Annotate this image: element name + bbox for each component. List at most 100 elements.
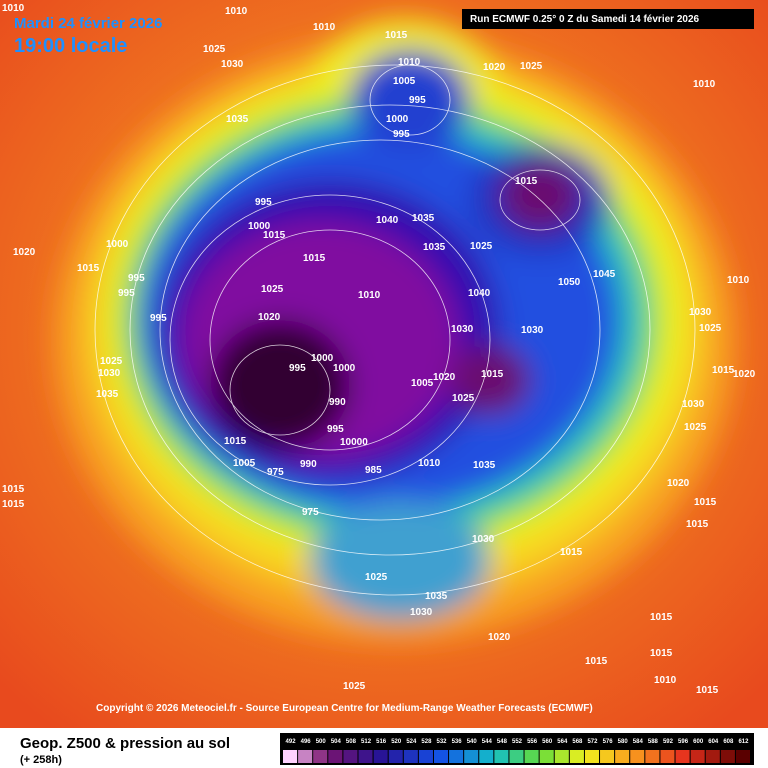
legend-swatch (449, 750, 464, 763)
pressure-label: 1045 (593, 269, 616, 280)
legend-label: 504 (331, 739, 342, 745)
copyright: Copyright © 2026 Meteociel.fr - Source E… (96, 703, 593, 714)
legend-label: 580 (618, 739, 629, 745)
pressure-label: 995 (393, 129, 410, 140)
pressure-label: 1005 (411, 378, 434, 389)
legend-swatch (464, 750, 479, 763)
pressure-label: 1015 (2, 484, 25, 495)
pressure-label: 1030 (451, 324, 474, 335)
pressure-label: 975 (302, 507, 319, 518)
legend-swatch (509, 750, 524, 763)
legend-swatch (494, 750, 509, 763)
legend-swatch (675, 750, 690, 763)
legend-label: 612 (738, 739, 749, 745)
pressure-label: 1010 (313, 22, 336, 33)
pressure-label: 1015 (585, 656, 608, 667)
legend-label: 548 (497, 739, 508, 745)
pressure-label: 995 (118, 288, 135, 299)
legend-label: 556 (527, 739, 538, 745)
legend-label: 592 (663, 739, 674, 745)
pressure-label: 1015 (2, 499, 25, 510)
legend-swatch (388, 750, 403, 763)
legend-label: 608 (723, 739, 734, 745)
pressure-label: 1035 (96, 389, 119, 400)
legend-swatch (373, 750, 388, 763)
legend-swatch (313, 750, 328, 763)
pressure-label: 1015 (481, 369, 504, 380)
isohypses (94, 64, 696, 596)
pressure-label: 1015 (712, 365, 735, 376)
pressure-label: 1035 (473, 460, 496, 471)
legend-swatch (660, 750, 675, 763)
pressure-label: 1035 (423, 242, 446, 253)
pressure-label: 1000 (386, 114, 409, 125)
pressure-label: 1010 (654, 675, 677, 686)
pressure-label: 1025 (100, 356, 123, 367)
legend-swatch (690, 750, 705, 763)
legend-swatch (358, 750, 373, 763)
legend-swatch (298, 750, 313, 763)
pressure-label: 1020 (433, 372, 456, 383)
pressure-label: 1040 (468, 288, 491, 299)
pressure-label: 1030 (521, 325, 544, 336)
pressure-label: 1020 (488, 632, 511, 643)
pressure-label: 1005 (233, 458, 256, 469)
pressure-label: 1010 (418, 458, 441, 469)
pressure-label: 1035 (226, 114, 249, 125)
legend-label: 540 (467, 739, 478, 745)
pressure-label: 1030 (221, 59, 244, 70)
run-box (462, 9, 754, 29)
legend-label: 572 (587, 739, 598, 745)
legend-label: 520 (391, 739, 402, 745)
pressure-label: 1030 (472, 534, 495, 545)
legend-label: 544 (482, 739, 493, 745)
legend-label: 576 (603, 739, 614, 745)
pressure-label: 1015 (303, 253, 326, 264)
legend-label: 604 (708, 739, 719, 745)
legend-swatch (615, 750, 630, 763)
pressure-label: 1015 (650, 612, 673, 623)
footer-lead: (+ 258h) (20, 754, 62, 766)
pressure-label: 1025 (452, 393, 475, 404)
legend-label: 500 (316, 739, 327, 745)
pressure-label: 975 (267, 467, 284, 478)
legend-swatch (524, 750, 539, 763)
legend-label: 584 (633, 739, 644, 745)
pressure-label: 1020 (483, 62, 506, 73)
pressure-label: 1000 (106, 239, 129, 250)
legend-label: 596 (678, 739, 689, 745)
legend-label: 536 (452, 739, 463, 745)
pressure-label: 1020 (13, 247, 36, 258)
legend-swatch (600, 750, 615, 763)
pressure-label: 995 (255, 197, 272, 208)
pressure-label: 985 (365, 465, 382, 476)
run-info: Run ECMWF 0.25° 0 Z du Samedi 14 février… (470, 14, 700, 25)
pressure-label: 1005 (393, 76, 416, 87)
pressure-label: 1015 (515, 176, 538, 187)
legend-swatch (283, 750, 298, 763)
pressure-label: 1015 (263, 230, 286, 241)
pressure-label: 1025 (684, 422, 707, 433)
pressure-label: 10000 (340, 437, 368, 448)
pressure-label: 1040 (376, 215, 399, 226)
pressure-label: 1025 (470, 241, 493, 252)
pressure-label: 1025 (203, 44, 226, 55)
legend-label: 524 (406, 739, 417, 745)
legend-label: 512 (361, 739, 372, 745)
pressure-label: 995 (327, 424, 344, 435)
pressure-label: 1025 (261, 284, 284, 295)
pressure-label: 1050 (558, 277, 581, 288)
pressure-label: 1015 (686, 519, 709, 530)
legend-label: 564 (557, 739, 568, 745)
legend-label: 568 (572, 739, 583, 745)
pressure-label: 995 (128, 273, 145, 284)
pressure-label: 1015 (696, 685, 719, 696)
legend-swatch (584, 750, 600, 763)
pressure-label: 1010 (398, 57, 421, 68)
pressure-label: 1025 (520, 61, 543, 72)
legend-label: 496 (301, 739, 312, 745)
pressure-label: 1025 (365, 572, 388, 583)
pressure-label: 990 (329, 397, 346, 408)
legend-swatch (403, 750, 418, 763)
pressure-label: 1035 (425, 591, 448, 602)
